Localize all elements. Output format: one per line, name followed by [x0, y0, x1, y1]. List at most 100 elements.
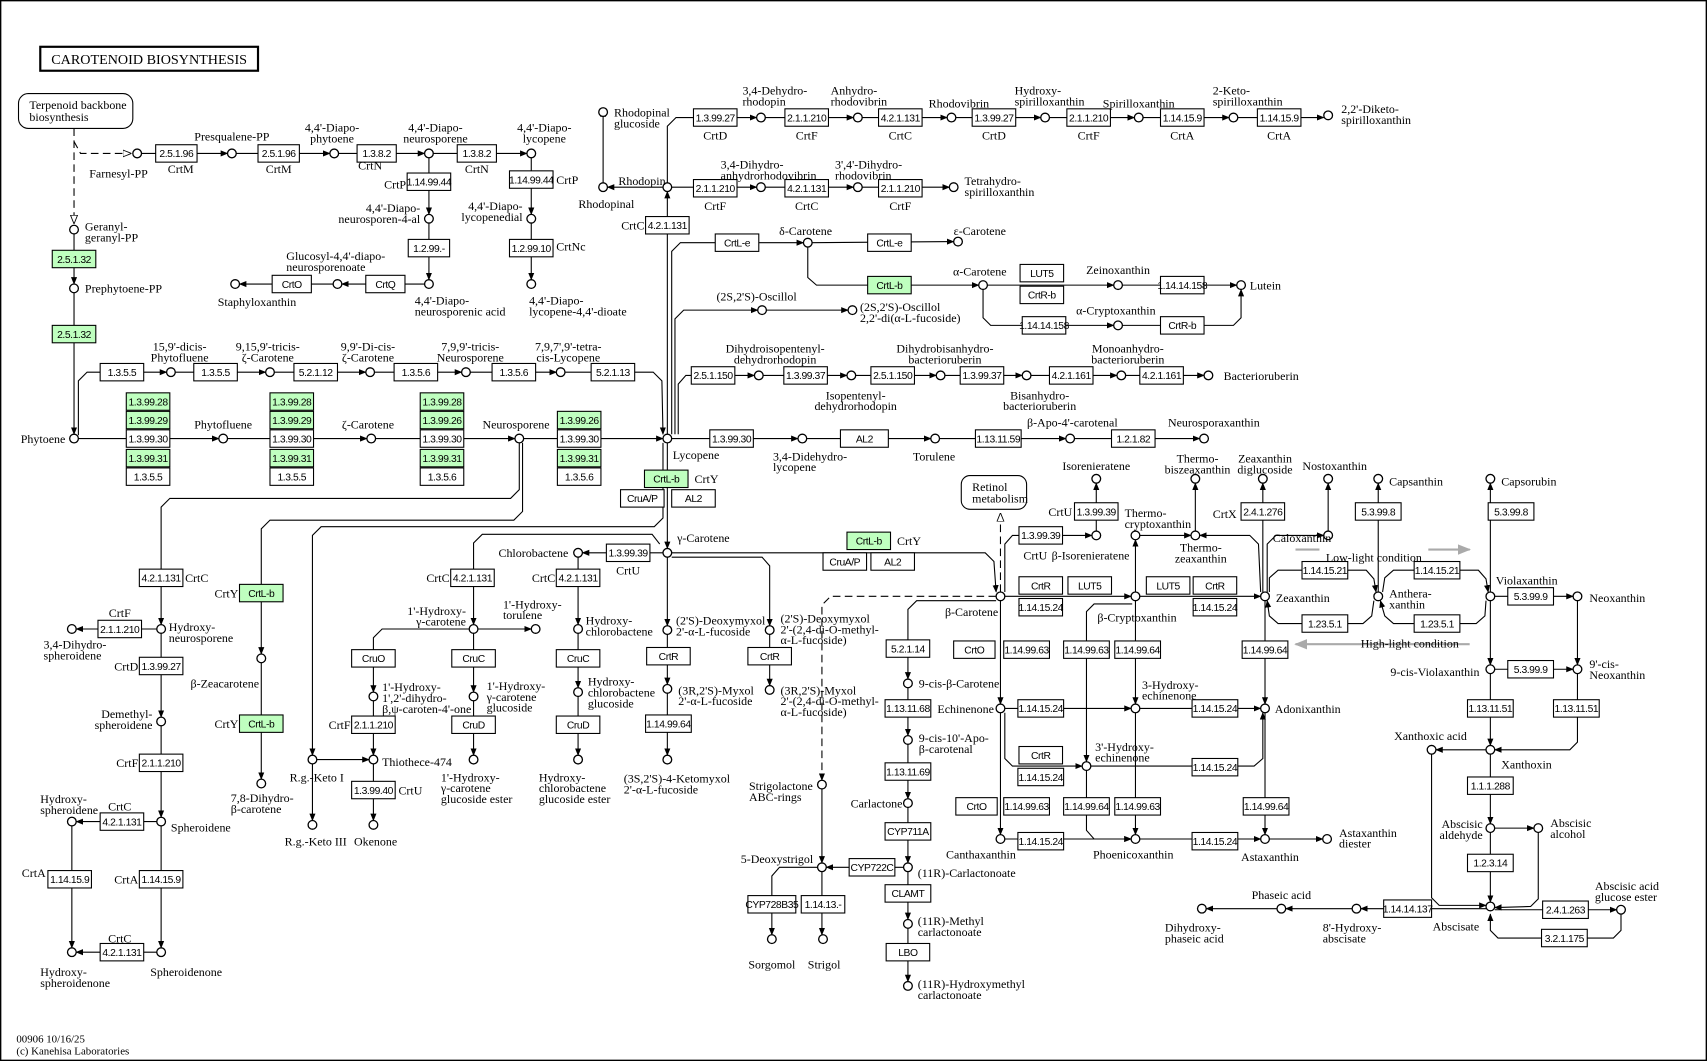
- enzyme-1-23-5-1[interactable]: 1.23.5.1: [1413, 614, 1461, 633]
- enzyme-2-5-1-96[interactable]: 2.5.1.96: [155, 144, 198, 163]
- compound-4-4-diapo-neurosporenic-acid[interactable]: 4,4'-Diapo-neurosporenic acid: [415, 279, 506, 319]
- compound-node[interactable]: [156, 947, 167, 958]
- compound-hydroxy-chlorobacteneglucoside[interactable]: Hydroxy-chlorobactene glucoside: [573, 675, 655, 711]
- compound-node[interactable]: [1276, 903, 1287, 914]
- enzyme-cruc[interactable]: CruC: [451, 649, 496, 668]
- compound-2-keto-spirilloxanthin[interactable]: 2-Keto-spirilloxanthin: [1213, 84, 1283, 123]
- enzyme-lbo[interactable]: LBO: [885, 942, 931, 962]
- compound-node[interactable]: [468, 623, 479, 634]
- compound-node[interactable]: [946, 112, 957, 123]
- enzyme-1-1-1-288[interactable]: 1.1.1.288: [1466, 776, 1514, 795]
- enzyme-1-14-99-63[interactable]: 1.14.99.63: [1114, 797, 1162, 816]
- compound-spirilloxanthin[interactable]: Spirilloxanthin: [1103, 97, 1175, 123]
- enzyme-4-2-1-131[interactable]: 4.2.1.131: [99, 942, 145, 962]
- enzyme-crtl-b[interactable]: CrtL-b: [643, 469, 689, 489]
- enzyme-2-4-1-263[interactable]: 2.4.1.263: [1542, 900, 1589, 919]
- enzyme-4-2-1-131[interactable]: 4.2.1.131: [877, 108, 923, 127]
- compound-node[interactable]: [256, 653, 267, 664]
- enzyme-1-3-5-5[interactable]: 1.3.5.5: [99, 362, 145, 382]
- compound-node[interactable]: [852, 182, 863, 193]
- enzyme-1-3-99-27[interactable]: 1.3.99.27: [692, 108, 738, 127]
- enzyme-1-14-14-158[interactable]: 1.14.14.158: [1019, 316, 1070, 335]
- enzyme-cruo[interactable]: CruO: [351, 649, 396, 668]
- compound-neurosporene[interactable]: Neurosporene: [482, 418, 550, 444]
- compound-phoenicoxanthin[interactable]: Phoenicoxanthin: [1093, 834, 1173, 862]
- compound-node[interactable]: [460, 367, 471, 378]
- compound-node[interactable]: [264, 367, 275, 378]
- compound-node[interactable]: [332, 279, 343, 290]
- compound-3-hydroxy-echinenone[interactable]: 3-Hydroxy-echinenone: [1130, 678, 1199, 714]
- compound-farnesyl-pp[interactable]: Farnesyl-PP: [89, 148, 148, 180]
- enzyme-1-14-99-63[interactable]: 1.14.99.63: [1003, 640, 1051, 659]
- compound-node[interactable]: [1091, 473, 1102, 484]
- enzyme-1-2-99-10[interactable]: 1.2.99.10: [508, 238, 554, 258]
- enzyme-1-3-99-31[interactable]: 1.3.99.31: [125, 448, 171, 468]
- enzyme-1-14-99-44[interactable]: 1.14.99.44: [406, 172, 452, 191]
- compound-abscisicaldehyde[interactable]: Abscisic aldehyde: [1440, 817, 1496, 842]
- compound-node[interactable]: [1351, 903, 1362, 914]
- compound-phaseic-acid[interactable]: Phaseic acid: [1252, 888, 1312, 914]
- enzyme-1-3-99-28[interactable]: 1.3.99.28: [269, 392, 315, 411]
- enzyme-crua-p[interactable]: CruA/P: [619, 489, 665, 508]
- compound-node[interactable]: [329, 148, 340, 159]
- enzyme-1-3-5-6[interactable]: 1.3.5.6: [393, 362, 439, 382]
- enzyme-5-3-99-8[interactable]: 5.3.99.8: [1354, 502, 1402, 521]
- enzyme-1-3-99-39[interactable]: 1.3.99.39: [1073, 502, 1119, 521]
- compound-thermo-zeaxanthin[interactable]: Thermo-zeaxanthin: [1175, 530, 1227, 566]
- enzyme-lut5[interactable]: LUT5: [1067, 576, 1113, 595]
- compound-node[interactable]: [1572, 664, 1583, 675]
- compound-dihydroisopentenyl-dehydrorhodopin[interactable]: Dihydroisopentenyl-dehydrorhodopin: [726, 342, 825, 381]
- compound-zeaxanthin[interactable]: Zeaxanthin: [1260, 591, 1330, 605]
- compound-node[interactable]: [1322, 834, 1333, 845]
- enzyme-1-3-99-30[interactable]: 1.3.99.30: [709, 429, 754, 448]
- compound-node[interactable]: [995, 834, 1006, 845]
- compound-node[interactable]: [1615, 904, 1627, 915]
- compound-node[interactable]: [995, 591, 1006, 602]
- compound-node[interactable]: [368, 819, 379, 830]
- compound-node[interactable]: [368, 754, 379, 765]
- compound-node[interactable]: [368, 691, 379, 702]
- enzyme-1-14-99-64[interactable]: 1.14.99.64: [1241, 640, 1289, 659]
- enzyme-crtr[interactable]: CrtR: [1018, 745, 1064, 765]
- compound-4-4-diapo-phytoene[interactable]: 4,4'-Diapo-phytoene: [305, 121, 359, 159]
- compound-node[interactable]: [1228, 112, 1239, 123]
- enzyme-1-3-99-30[interactable]: 1.3.99.30: [419, 429, 465, 448]
- compound-thermo-cryptoxanthin[interactable]: Thermo-cryptoxanthin: [1125, 506, 1192, 541]
- compound-node[interactable]: [1533, 823, 1544, 834]
- compound-node[interactable]: [573, 687, 584, 698]
- enzyme-1-3-99-28[interactable]: 1.3.99.28: [125, 392, 171, 411]
- compound-carlactone[interactable]: Carlactone: [851, 796, 913, 810]
- enzyme-al2[interactable]: AL2: [870, 552, 916, 571]
- compound--carotene[interactable]: β-Carotene: [945, 591, 1006, 619]
- compound--11r-carlactonoate[interactable]: (11R)-Carlactonoate: [902, 862, 1016, 880]
- compound-node[interactable]: [995, 703, 1006, 714]
- enzyme-1-14-14-137[interactable]: 1.14.14.137: [1383, 899, 1434, 918]
- compound-1-hydroxy-carotene[interactable]: 1'-Hydroxy-γ-carotene: [407, 604, 479, 634]
- compound-3-4-dihydro-rhodovibrin[interactable]: 3',4'-Dihydro-rhodovibrin: [835, 158, 902, 193]
- compound-node[interactable]: [526, 213, 537, 224]
- enzyme-crtr[interactable]: CrtR: [646, 646, 691, 666]
- enzyme-4-2-1-131[interactable]: 4.2.1.131: [138, 568, 184, 588]
- compound-node[interactable]: [1426, 744, 1437, 755]
- compound-abscisate[interactable]: Abscisate: [1433, 901, 1496, 933]
- compound-node[interactable]: [935, 370, 946, 381]
- compound-node[interactable]: [902, 980, 913, 991]
- enzyme-1-3-99-29[interactable]: 1.3.99.29: [125, 410, 171, 430]
- enzyme-1-14-15-24[interactable]: 1.14.15.24: [1018, 597, 1064, 617]
- compound--carotene[interactable]: γ-Carotene: [662, 531, 730, 558]
- compound-node[interactable]: [852, 112, 863, 123]
- compound-node[interactable]: [1113, 320, 1124, 331]
- enzyme-1-14-99-64[interactable]: 1.14.99.64: [1242, 797, 1290, 816]
- enzyme-1-3-99-27[interactable]: 1.3.99.27: [138, 656, 184, 676]
- compound-4-4-diapo-lycopene-4-4-dioate[interactable]: 4,4'-Diapo-lycopene-4,4'-dioate: [526, 279, 627, 319]
- enzyme-2-1-1-210[interactable]: 2.1.1.210: [1066, 108, 1111, 127]
- compound-rhodopinalglucoside[interactable]: Rhodopinal glucoside: [598, 105, 671, 130]
- enzyme-1-3-99-30[interactable]: 1.3.99.30: [269, 429, 315, 448]
- compound--2-s-deoxymyxol2-2-4-di-o-methyl-l-fucoside-[interactable]: (2'S)-Deoxymyxol 2'-(2,4-di-O-methyl-α-L-…: [764, 611, 879, 647]
- enzyme-1-2-1-82[interactable]: 1.2.1.82: [1110, 429, 1156, 448]
- compound-node[interactable]: [816, 862, 827, 873]
- enzyme-1-3-8-2[interactable]: 1.3.8.2: [356, 144, 397, 163]
- compound-node[interactable]: [902, 918, 913, 929]
- compound-node[interactable]: [902, 734, 913, 745]
- compound-node[interactable]: [1081, 761, 1092, 772]
